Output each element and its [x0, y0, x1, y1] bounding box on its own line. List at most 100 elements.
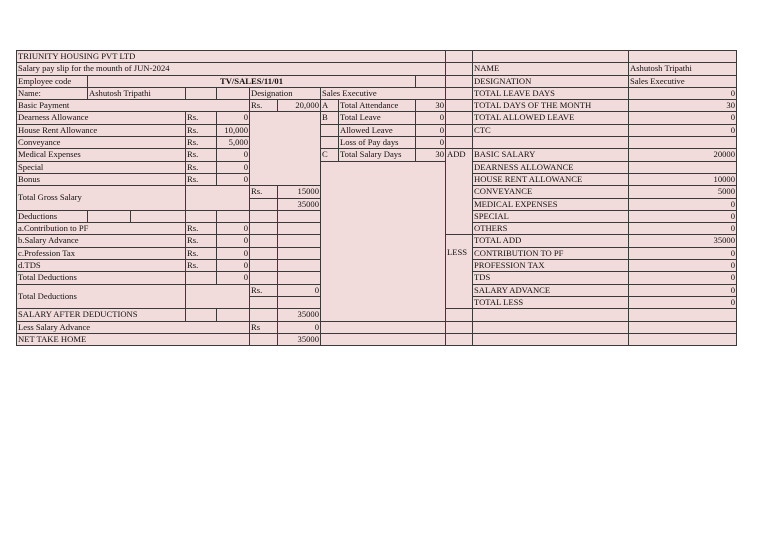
- add-label: SPECIAL: [473, 210, 629, 224]
- add-label: DEARNESS ALLOWANCE: [473, 161, 629, 174]
- currency-label: Rs.: [186, 235, 217, 248]
- deduction-label: b.Salary Advance: [17, 235, 186, 248]
- attendance-key: B: [321, 112, 339, 125]
- empty-cell: [131, 210, 186, 224]
- attendance-value: 30: [416, 100, 446, 113]
- add-value: 0: [629, 198, 737, 211]
- add-label: CONVEYANCE: [473, 186, 629, 199]
- summary-value: 0: [629, 87, 737, 101]
- empty-cell: [629, 309, 737, 322]
- summary-label: DESIGNATION: [473, 75, 629, 88]
- attendance-label: Total Salary Days: [339, 149, 416, 162]
- empty-cell: [446, 51, 473, 64]
- empty-cell: [250, 235, 278, 248]
- empty-cell: [446, 124, 473, 138]
- earning-value: 0: [217, 161, 250, 174]
- summary-label: CTC: [473, 124, 629, 138]
- empty-cell: [250, 223, 278, 236]
- less-label: PROFESSION TAX: [473, 260, 629, 273]
- add-value: 5000: [629, 186, 737, 199]
- empty-cell: [186, 309, 217, 322]
- summary-value: 30: [629, 100, 737, 113]
- summary-label: TOTAL LEAVE DAYS: [473, 87, 629, 101]
- empty-cell: [629, 51, 737, 64]
- add-label: HOUSE RENT ALLOWANCE: [473, 173, 629, 187]
- empty-cell: [217, 309, 250, 322]
- attendance-key: A: [321, 100, 339, 113]
- empty-cell: [473, 333, 629, 347]
- empty-cell: [250, 210, 278, 224]
- empty-cell: [278, 272, 321, 285]
- less-label: SALARY ADVANCE: [473, 284, 629, 297]
- deduction-value: 0: [217, 223, 250, 236]
- empty-cell: [278, 247, 321, 261]
- total-less-value: 0: [629, 296, 737, 310]
- add-label: BASIC SALARY: [473, 149, 629, 162]
- currency-label: Rs.: [186, 260, 217, 273]
- empty-cell: [446, 112, 473, 125]
- attendance-key: [321, 124, 339, 138]
- gross-label: Total Gross Salary: [17, 186, 186, 211]
- employee-code-label: Employee code: [17, 75, 88, 88]
- earning-label: Conveyance: [17, 137, 186, 150]
- less-label: TDS: [473, 272, 629, 285]
- after-deductions-value: 35000: [278, 309, 321, 322]
- earning-label: Medical Expenses: [17, 149, 186, 162]
- less-section-label: LESS: [446, 235, 473, 310]
- summary-label: TOTAL ALLOWED LEAVE: [473, 112, 629, 125]
- currency-label: Rs.: [186, 247, 217, 261]
- empty-cell: [88, 210, 131, 224]
- empty-cell: [473, 309, 629, 322]
- empty-cell: [473, 51, 629, 64]
- summary-value: Sales Executive: [629, 75, 737, 88]
- summary-value: 0: [629, 124, 737, 138]
- add-value: 0: [629, 223, 737, 236]
- summary-value: Ashutosh Tripathi: [629, 63, 737, 76]
- earning-value: 0: [217, 112, 250, 125]
- empty-cell: [446, 137, 473, 150]
- attendance-label: Loss of Pay days: [339, 137, 416, 150]
- total-add-label: TOTAL ADD: [473, 235, 629, 248]
- attendance-label: Total Attendance: [339, 100, 416, 113]
- basic-value: 20,000: [278, 100, 321, 113]
- empty-cell: [250, 260, 278, 273]
- currency-label: Rs.: [186, 223, 217, 236]
- empty-cell: [186, 272, 217, 285]
- total-deductions-label-2: Total Deductions: [17, 284, 186, 310]
- attendance-value: 0: [416, 112, 446, 125]
- empty-cell: [446, 87, 473, 101]
- less-value: 0: [629, 247, 737, 261]
- empty-cell: [250, 296, 278, 310]
- deduction-label: d.TDS: [17, 260, 186, 273]
- empty-cell: [278, 260, 321, 273]
- summary-label: NAME: [473, 63, 629, 76]
- gross-total: 35000: [278, 198, 321, 211]
- attendance-key: [321, 137, 339, 150]
- attendance-label: Allowed Leave: [339, 124, 416, 138]
- empty-cell: [629, 333, 737, 347]
- designation-value: Sales Executive: [321, 87, 446, 101]
- empty-cell: [186, 186, 250, 211]
- earning-label: Bonus: [17, 173, 186, 187]
- add-value: 0: [629, 210, 737, 224]
- currency-label: Rs.: [250, 284, 278, 297]
- empty-cell: [278, 296, 321, 310]
- summary-label: TOTAL DAYS OF THE MONTH: [473, 100, 629, 113]
- attendance-value: 0: [416, 137, 446, 150]
- currency-label: Rs.: [186, 149, 217, 162]
- earning-label: House Rent Allowance: [17, 124, 186, 138]
- empty-cell: [278, 210, 321, 224]
- empty-cell: [278, 223, 321, 236]
- salary-slip-sheet: TRIUNITY HOUSING PVT LTD Salary pay slip…: [16, 50, 737, 347]
- less-value: 0: [629, 284, 737, 297]
- earning-value: 0: [217, 149, 250, 162]
- currency-label: Rs.: [186, 161, 217, 174]
- currency-label: Rs.: [250, 186, 278, 199]
- empty-cell: [250, 198, 278, 211]
- currency-label: Rs.: [186, 173, 217, 187]
- earning-value: 0: [217, 173, 250, 187]
- gross-allowances: 15000: [278, 186, 321, 199]
- empty-cell: [278, 235, 321, 248]
- add-value: 10000: [629, 173, 737, 187]
- add-label: MEDICAL EXPENSES: [473, 198, 629, 211]
